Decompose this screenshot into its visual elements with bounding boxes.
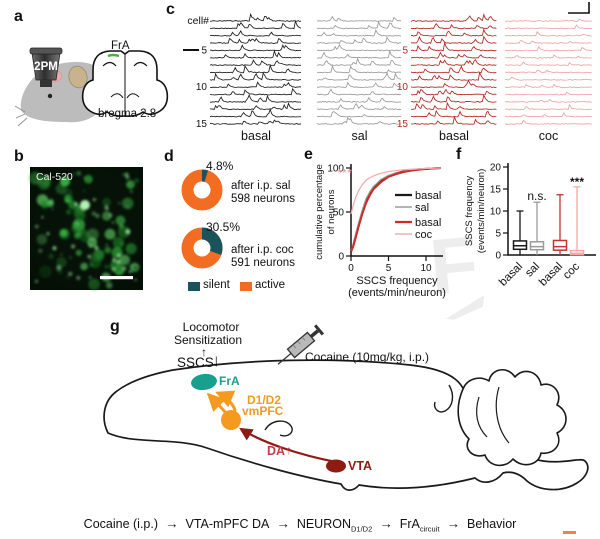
panel-g-brain-schematic (103, 324, 589, 491)
panel-label-f: f (456, 146, 462, 163)
flow-item-vta-mpfc-da: VTA-mPFC DA (185, 517, 270, 531)
d1d2-label: D1/D2 (247, 393, 282, 407)
svg-text:basal: basal (439, 129, 469, 143)
svg-text:5: 5 (495, 229, 501, 240)
svg-text:basal: basal (241, 129, 271, 143)
svg-text:0: 0 (495, 251, 501, 262)
dye-label: Cal-520 (36, 171, 73, 183)
flow-item-neuron: NEUROND1/D2 (296, 517, 373, 534)
sscs-down-arrow: ↓ (212, 351, 221, 370)
svg-text:sal: sal (415, 202, 429, 214)
panel-label-g: g (110, 318, 120, 335)
svg-text:coc: coc (539, 129, 558, 143)
svg-text:cumulative percentage: cumulative percentage (314, 164, 325, 260)
da-up-arrow: ↑ (286, 443, 292, 457)
svg-text:SSCS frequency: SSCS frequency (464, 176, 475, 246)
svg-text:(events/min/neuron): (events/min/neuron) (476, 169, 487, 253)
donut-coc-caption-1: after i.p. coc (231, 244, 294, 256)
panel-a-setup-drawing (14, 47, 199, 127)
svg-text:20: 20 (490, 163, 502, 174)
locomotor-label-line2: Sensitization (173, 333, 243, 347)
svg-text:basal: basal (415, 217, 441, 229)
panel-label-a: a (14, 8, 23, 25)
donut-sal (181, 169, 223, 211)
svg-text:(events/min/neuron): (events/min/neuron) (348, 287, 446, 299)
donut-sal-caption-1: after i.p. sal (231, 180, 291, 192)
svg-text:15: 15 (196, 119, 208, 130)
cocaine-dose-label: Cocaine (10mg/kg, i.p.) (305, 350, 430, 364)
svg-text:coc: coc (415, 229, 433, 241)
svg-text:of neurons: of neurons (326, 189, 337, 234)
svg-text:n.s.: n.s. (527, 189, 546, 203)
donut-coc-percent: 30.5% (206, 220, 241, 234)
flow-arrow-icon: → (165, 516, 179, 531)
svg-text:15: 15 (397, 119, 409, 130)
donut-coc (181, 227, 223, 269)
svg-text:100: 100 (327, 164, 344, 175)
panel-label-d: d (164, 148, 174, 165)
flow-item-fra: FrAcircuit (399, 517, 440, 534)
neuron-image-canvas (28, 167, 143, 291)
edge-artifact (563, 531, 576, 534)
donut-sal-caption-2: 598 neurons (231, 193, 295, 205)
sscs-label: SSCS (177, 355, 214, 370)
legend-swatch-active (240, 282, 252, 291)
svg-text:***: *** (570, 175, 584, 189)
svg-text:SSCS frequency: SSCS frequency (356, 275, 438, 287)
bregma-label: bregma 2.8 (98, 108, 157, 120)
svg-text:5: 5 (201, 45, 207, 56)
summary-flow-line: Cocaine (i.p.) → VTA-mPFC DA → NEUROND1/… (0, 516, 600, 534)
svg-text:10: 10 (420, 263, 432, 274)
donut-coc-caption-2: 591 neurons (231, 257, 295, 269)
svg-text:50: 50 (333, 208, 345, 219)
locomotor-label-line1: Locomotor (182, 320, 240, 334)
legend-label-silent: silent (203, 279, 230, 291)
panel-c-traces: basal sal basal coc cell# 5 5 10 10 15 15 (187, 2, 592, 143)
legend-label-active: active (255, 279, 286, 291)
svg-text:10: 10 (397, 82, 409, 93)
fra-region-label-a: FrA (111, 40, 130, 52)
panel-label-b: b (14, 148, 24, 165)
vmpfc-label: vmPFC (242, 404, 284, 418)
svg-text:coc: coc (561, 260, 582, 281)
svg-text:0: 0 (338, 252, 344, 263)
svg-text:10: 10 (196, 82, 208, 93)
panel-label-c: c (166, 1, 175, 18)
svg-text:basal: basal (497, 261, 525, 289)
vta-label: VTA (348, 459, 373, 473)
donut-sal-percent: 4.8% (206, 159, 234, 173)
panel-label-e: e (304, 146, 313, 163)
svg-text:5: 5 (386, 263, 392, 274)
fra-region-label-g: FrA (219, 374, 240, 388)
svg-text:sal: sal (352, 129, 368, 143)
two-photon-label: 2PM (34, 61, 58, 73)
legend-swatch-silent (188, 282, 200, 291)
svg-text:cell#: cell# (187, 15, 209, 27)
flow-arrow-icon: → (446, 516, 460, 531)
sensitization-up-arrow: ↑ (201, 345, 207, 359)
svg-text:10: 10 (490, 207, 502, 218)
flow-item-behavior: Behavior (466, 517, 517, 531)
fluorescence-image (28, 167, 143, 291)
flow-item-cocaine: Cocaine (i.p.) (83, 517, 159, 531)
svg-text:15: 15 (490, 185, 502, 196)
da-label: DA (267, 444, 286, 458)
svg-text:5: 5 (402, 45, 408, 56)
svg-text:basal: basal (415, 190, 441, 202)
flow-arrow-icon: → (276, 516, 290, 531)
flow-arrow-icon: → (379, 516, 393, 531)
svg-text:***: *** (338, 168, 353, 179)
svg-text:0: 0 (348, 263, 354, 274)
